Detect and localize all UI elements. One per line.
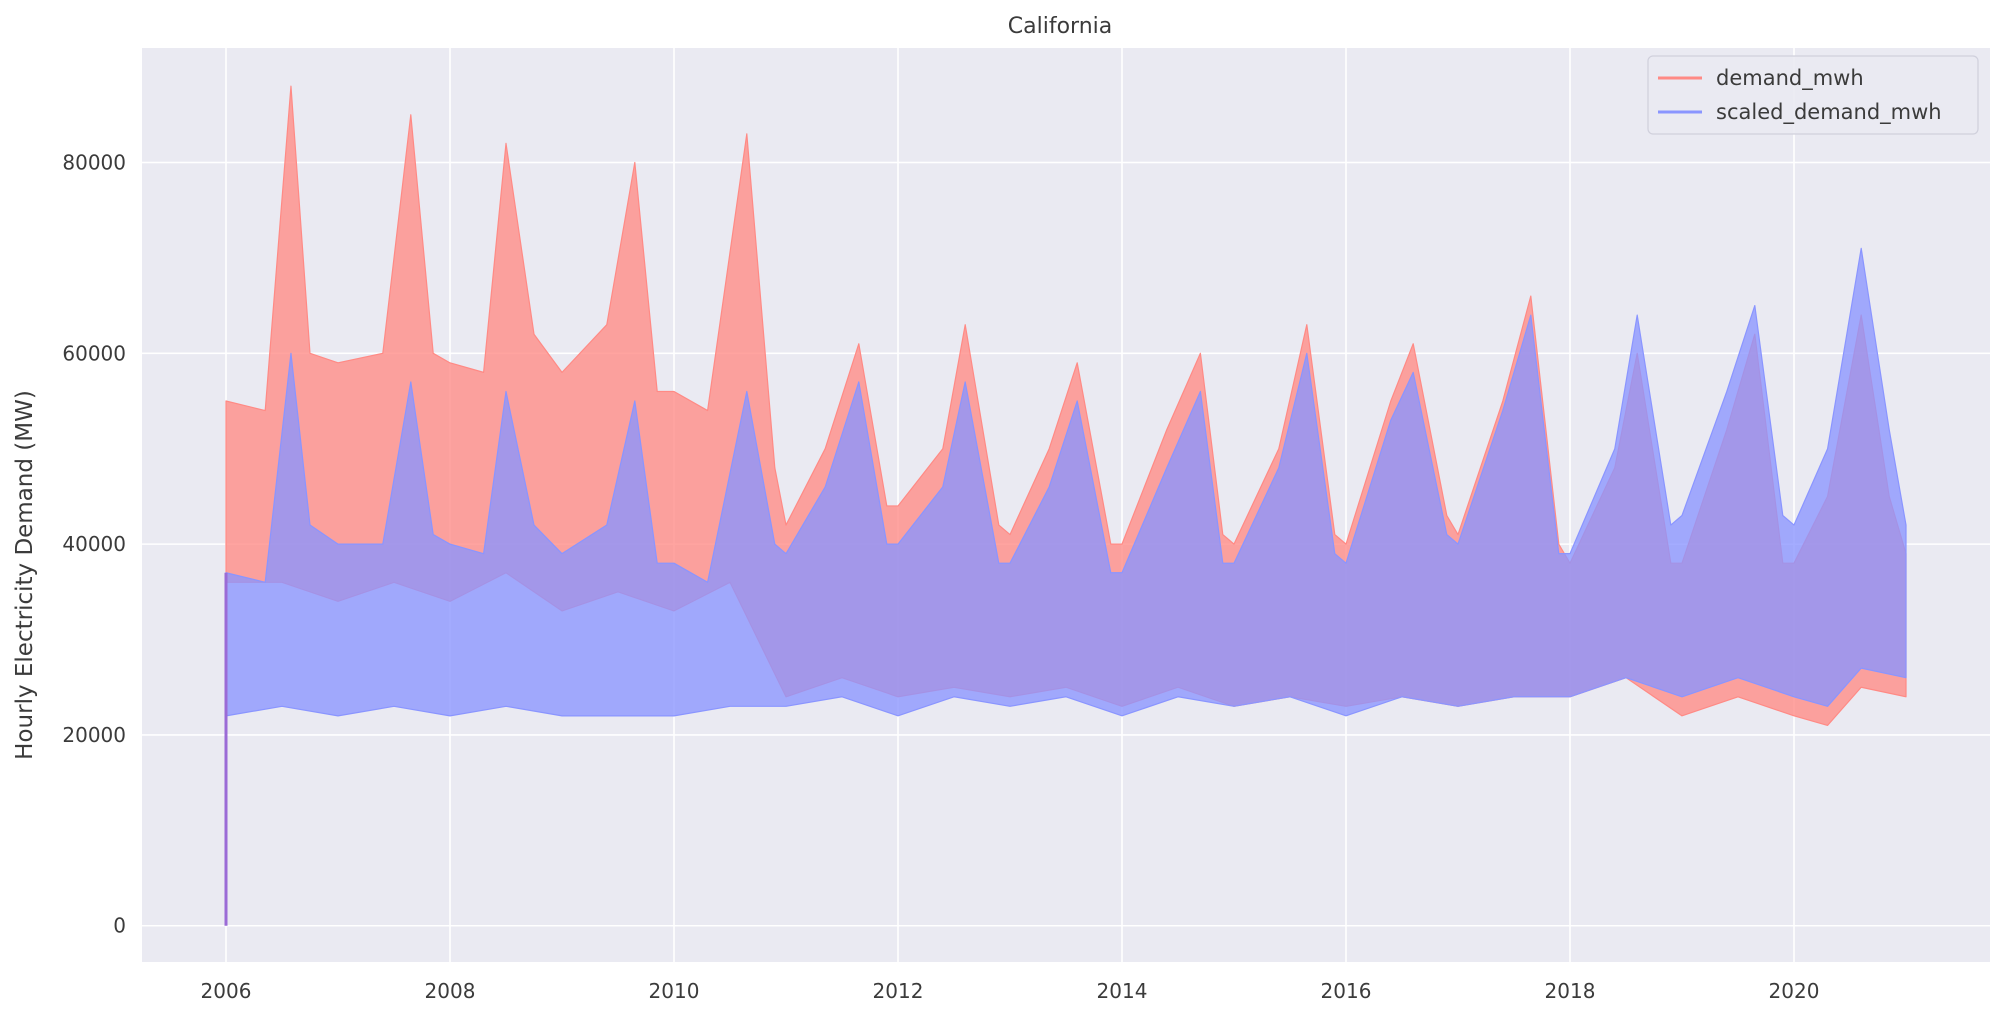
y-axis: 0 20000 40000 60000 80000 — [62, 150, 126, 937]
y-axis-label: Hourly Electricity Demand (MW) — [12, 390, 38, 760]
x-tick-label: 2010 — [649, 979, 700, 1003]
legend: demand_mwh scaled_demand_mwh — [1647, 55, 1979, 135]
x-tick-label: 2012 — [873, 979, 924, 1003]
x-axis: 2006 2008 2010 2012 2014 2016 2018 2020 — [201, 979, 1820, 1003]
y-tick-label: 0 — [113, 914, 126, 938]
y-tick-label: 20000 — [62, 723, 126, 747]
x-tick-label: 2020 — [1769, 979, 1820, 1003]
x-tick-label: 2016 — [1321, 979, 1372, 1003]
x-tick-label: 2014 — [1097, 979, 1148, 1003]
x-tick-label: 2018 — [1545, 979, 1596, 1003]
chart-title: California — [1008, 14, 1112, 39]
x-tick-label: 2006 — [201, 979, 252, 1003]
legend-entry: scaled_demand_mwh — [1716, 100, 1942, 125]
legend-entry: demand_mwh — [1716, 66, 1864, 91]
y-tick-label: 80000 — [62, 150, 126, 174]
y-tick-label: 40000 — [62, 532, 126, 556]
series-layer — [224, 85, 1907, 926]
series-scaled-demand-mwh — [225, 247, 1907, 717]
x-tick-label: 2008 — [425, 979, 476, 1003]
legend-box — [1647, 55, 1979, 135]
y-tick-label: 60000 — [62, 341, 126, 365]
